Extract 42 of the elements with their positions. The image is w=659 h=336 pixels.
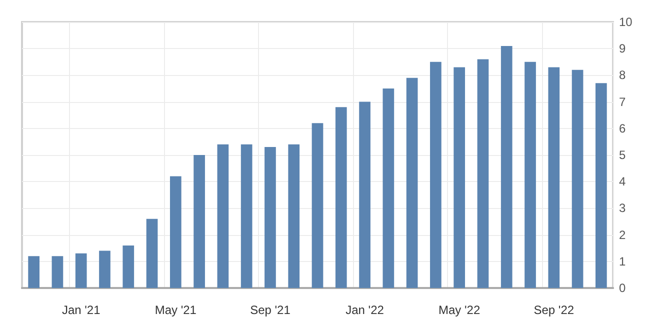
y-tick-label: 8 [619, 68, 626, 82]
bar [264, 147, 276, 288]
y-tick-label: 0 [619, 281, 626, 295]
x-tick-label: Jan '21 [62, 303, 101, 317]
bar [406, 78, 418, 288]
bar [99, 250, 110, 288]
bar [430, 62, 442, 288]
y-tick-label: 4 [619, 174, 626, 189]
x-tick-label: Sep '21 [250, 303, 291, 317]
bar [217, 144, 229, 288]
y-tick-label: 7 [619, 94, 626, 109]
y-tick-label: 2 [619, 228, 626, 242]
bar [122, 245, 134, 288]
bar [288, 144, 300, 288]
bar [240, 144, 252, 288]
x-tick-label: Sep '22 [534, 303, 574, 317]
bar [477, 59, 489, 288]
bar [52, 256, 64, 288]
y-tick-label: 5 [619, 148, 626, 162]
y-tick-label: 3 [619, 201, 626, 216]
bar [28, 256, 40, 288]
bar [146, 218, 158, 288]
bar [596, 83, 607, 288]
bar [572, 70, 584, 288]
y-tick-label: 9 [619, 42, 626, 56]
bar [359, 102, 370, 288]
x-tick-label: May '22 [438, 303, 480, 317]
bar [335, 107, 347, 288]
y-tick-label: 6 [619, 121, 626, 136]
bar [454, 67, 466, 288]
x-tick-label: Jan '22 [346, 303, 384, 317]
y-tick-label: 1 [619, 254, 626, 268]
bar [194, 155, 205, 288]
bar [548, 67, 560, 288]
x-tick-label: May '21 [154, 303, 197, 317]
y-tick-label: 10 [619, 15, 633, 29]
bar [524, 62, 536, 288]
bar [75, 253, 87, 288]
bar [500, 46, 512, 288]
bar [170, 176, 182, 288]
bar [382, 88, 394, 288]
bar [312, 123, 324, 288]
